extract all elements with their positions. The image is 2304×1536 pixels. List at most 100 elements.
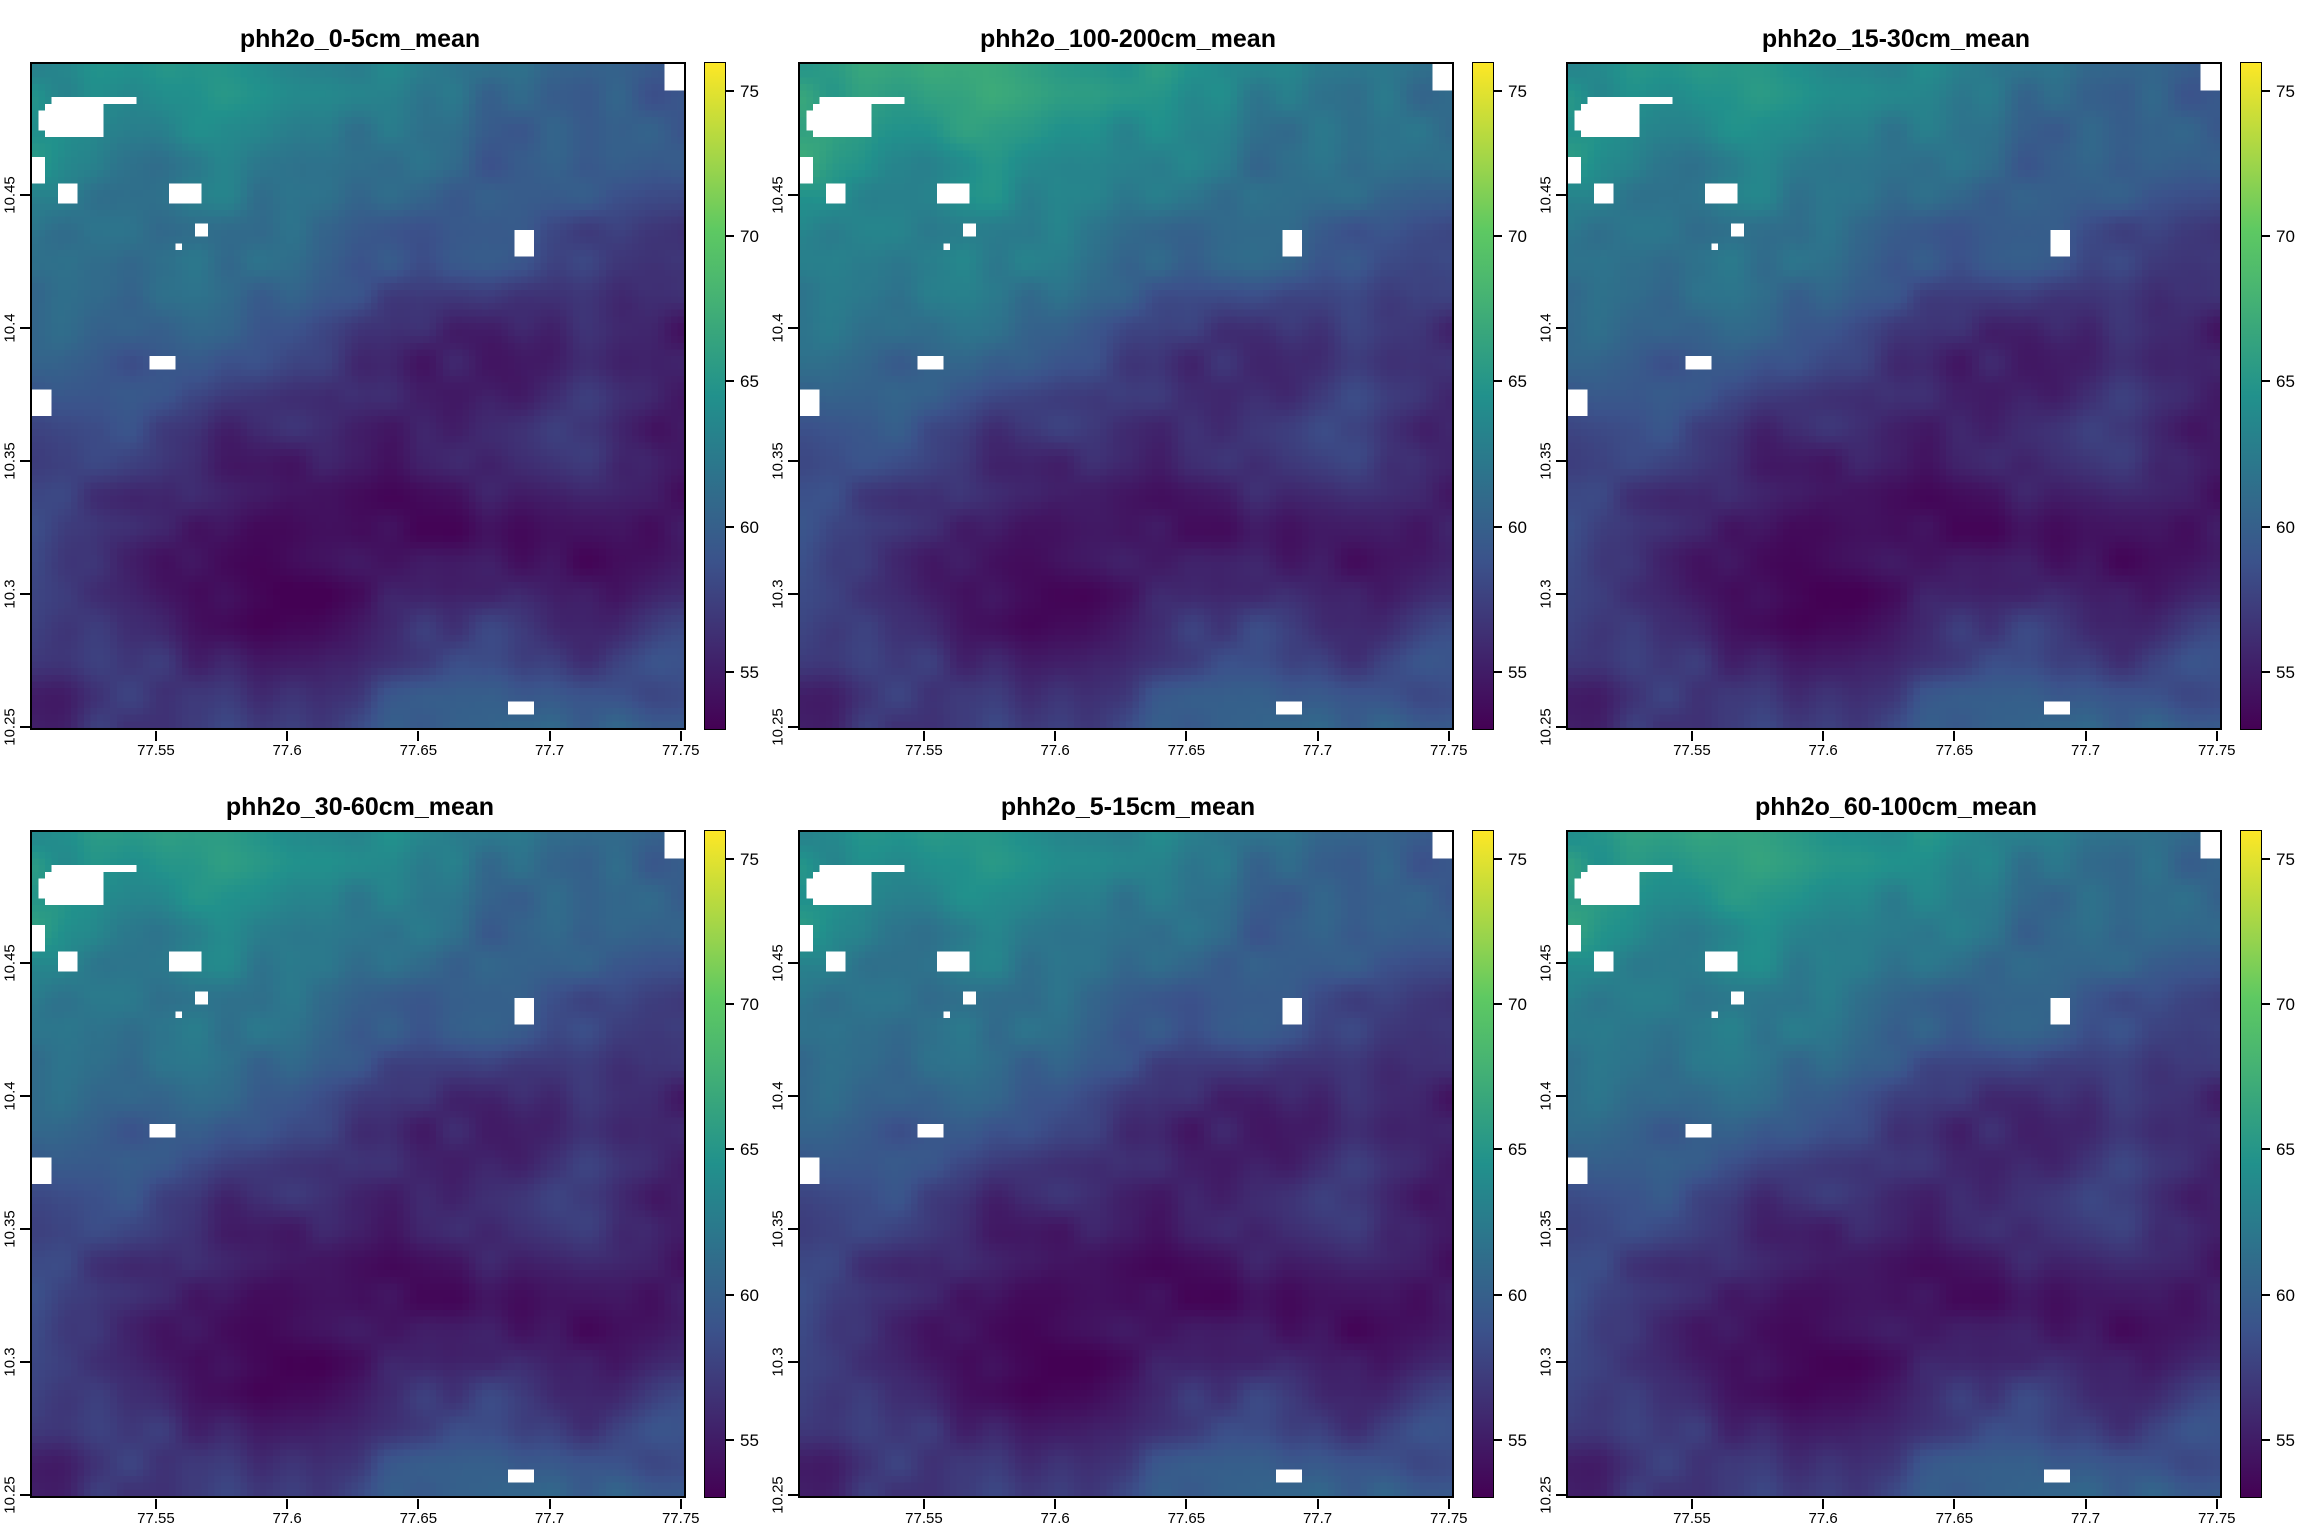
panel-title: phh2o_30-60cm_mean <box>30 792 690 822</box>
y-axis-tick <box>788 460 798 462</box>
legend-label: 65 <box>2276 1141 2295 1158</box>
legend-label: 65 <box>1508 1141 1527 1158</box>
y-axis-tick <box>1556 1095 1566 1097</box>
map-panel: phh2o_30-60cm_mean 77.55 77.6 77.65 77.7 77.7… <box>0 768 768 1536</box>
y-axis-label: 10.25 <box>3 709 18 747</box>
y-axis-label: 10.45 <box>3 176 18 214</box>
y-axis-label: 10.35 <box>771 442 786 480</box>
legend-label: 70 <box>1508 228 1527 245</box>
legend-label: 70 <box>1508 996 1527 1013</box>
legend-label: 55 <box>740 664 759 681</box>
x-axis-label: 77.75 <box>1409 742 1489 760</box>
legend-label: 55 <box>740 1432 759 1449</box>
x-axis-label: 77.7 <box>1278 742 1358 760</box>
y-axis-label: 10.4 <box>771 314 786 343</box>
x-axis-label: 77.65 <box>1914 742 1994 760</box>
y-axis-label: 10.45 <box>771 176 786 214</box>
x-axis-label: 77.55 <box>884 742 964 760</box>
legend-label: 60 <box>1508 519 1527 536</box>
legend-label: 60 <box>2276 1287 2295 1304</box>
legend-label: 60 <box>740 1287 759 1304</box>
y-axis-tick <box>20 194 30 196</box>
y-axis-label: 10.3 <box>3 580 18 609</box>
legend-label: 75 <box>740 83 759 100</box>
y-axis-tick <box>1556 1228 1566 1230</box>
x-axis-label: 77.6 <box>1015 1510 1095 1528</box>
y-axis-label: 10.4 <box>771 1082 786 1111</box>
x-axis-tick <box>1953 731 1955 741</box>
raster-map <box>1566 830 2222 1498</box>
y-axis-label: 10.35 <box>3 1210 18 1248</box>
legend-label: 55 <box>1508 1432 1527 1449</box>
legend-tick <box>1494 380 1502 382</box>
x-axis-tick <box>1054 1499 1056 1509</box>
y-axis-tick <box>788 1361 798 1363</box>
y-axis-label: 10.25 <box>1539 709 1554 747</box>
legend-label: 55 <box>1508 664 1527 681</box>
raster-map <box>1566 62 2222 730</box>
x-axis-tick <box>1448 731 1450 741</box>
y-axis-label: 10.25 <box>1539 1477 1554 1515</box>
y-axis-tick <box>1556 593 1566 595</box>
legend-label: 65 <box>1508 373 1527 390</box>
y-axis-label: 10.45 <box>771 944 786 982</box>
y-axis-tick <box>788 962 798 964</box>
y-axis-tick <box>20 327 30 329</box>
x-axis-tick <box>1953 1499 1955 1509</box>
y-axis-tick <box>788 1095 798 1097</box>
y-axis-label: 10.3 <box>3 1348 18 1377</box>
y-axis-label: 10.3 <box>1539 1348 1554 1377</box>
y-axis-label: 10.25 <box>771 1477 786 1515</box>
legend-label: 75 <box>2276 851 2295 868</box>
y-axis-label: 10.45 <box>3 944 18 982</box>
x-axis-tick <box>1185 731 1187 741</box>
y-axis-label: 10.4 <box>1539 1082 1554 1111</box>
legend-label: 65 <box>740 1141 759 1158</box>
x-axis-label: 77.75 <box>1409 1510 1489 1528</box>
y-axis-tick <box>1556 726 1566 728</box>
x-axis-label: 77.6 <box>1783 1510 1863 1528</box>
map-panel: phh2o_15-30cm_mean 77.55 77.6 77.65 77.7 77.7… <box>1536 0 2304 768</box>
raster-map <box>798 62 1454 730</box>
raster-cells <box>800 64 1452 728</box>
legend-tick <box>726 1148 734 1150</box>
y-axis-label: 10.45 <box>1539 176 1554 214</box>
x-axis-tick <box>680 1499 682 1509</box>
panel-title: phh2o_60-100cm_mean <box>1566 792 2226 822</box>
x-axis-tick <box>2085 1499 2087 1509</box>
raster-cells <box>32 832 684 1496</box>
x-axis-label: 77.7 <box>1278 1510 1358 1528</box>
y-axis-tick <box>1556 962 1566 964</box>
y-axis-tick <box>20 1361 30 1363</box>
x-axis-tick <box>2216 1499 2218 1509</box>
y-axis-label: 10.35 <box>771 1210 786 1248</box>
x-axis-label: 77.55 <box>116 742 196 760</box>
color-legend <box>2240 830 2262 1498</box>
legend-tick <box>2262 380 2270 382</box>
x-axis-label: 77.7 <box>2046 1510 2126 1528</box>
legend-label: 60 <box>2276 519 2295 536</box>
y-axis-tick <box>1556 1494 1566 1496</box>
legend-tick <box>2262 1294 2270 1296</box>
legend-tick <box>2262 235 2270 237</box>
color-legend <box>704 62 726 730</box>
raster-cells <box>800 832 1452 1496</box>
legend-label: 70 <box>2276 996 2295 1013</box>
legend-tick <box>1494 671 1502 673</box>
y-axis-label: 10.35 <box>1539 1210 1554 1248</box>
x-axis-tick <box>286 731 288 741</box>
panel-title: phh2o_15-30cm_mean <box>1566 24 2226 54</box>
legend-label: 75 <box>740 851 759 868</box>
legend-tick <box>1494 90 1502 92</box>
x-axis-tick <box>1691 1499 1693 1509</box>
y-axis-label: 10.4 <box>1539 314 1554 343</box>
x-axis-label: 77.6 <box>247 742 327 760</box>
y-axis-label: 10.45 <box>1539 944 1554 982</box>
x-axis-tick <box>417 1499 419 1509</box>
x-axis-tick <box>1822 1499 1824 1509</box>
color-legend <box>1472 62 1494 730</box>
legend-label: 75 <box>2276 83 2295 100</box>
x-axis-label: 77.75 <box>2177 742 2257 760</box>
legend-label: 75 <box>1508 83 1527 100</box>
y-axis-tick <box>20 726 30 728</box>
